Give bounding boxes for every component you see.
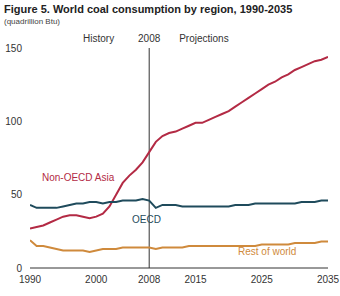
svg-text:50: 50 <box>11 189 23 200</box>
svg-text:2000: 2000 <box>85 274 108 285</box>
html-text:Figure 5. World coal consumpti: Figure 5. World coal consumption by regi… <box>4 3 293 15</box>
html-text:OECD: OECD <box>132 214 161 225</box>
svg-text:100: 100 <box>5 116 22 127</box>
svg-text:2035: 2035 <box>317 274 340 285</box>
html-text:Non-OECD Asia: Non-OECD Asia <box>42 172 115 183</box>
svg-text:Projections: Projections <box>179 33 228 44</box>
svg-text:150: 150 <box>5 43 22 54</box>
svg-text:2015: 2015 <box>184 274 207 285</box>
html-text:Rest of world: Rest of world <box>238 246 297 257</box>
svg-text:2008: 2008 <box>138 33 161 44</box>
html-text:(quadrillion Btu): (quadrillion Btu) <box>4 17 60 26</box>
svg-text:1990: 1990 <box>19 274 42 285</box>
svg-text:2025: 2025 <box>251 274 274 285</box>
svg-text:2008: 2008 <box>138 274 161 285</box>
svg-text:History: History <box>83 33 114 44</box>
svg-text:0: 0 <box>16 263 22 274</box>
